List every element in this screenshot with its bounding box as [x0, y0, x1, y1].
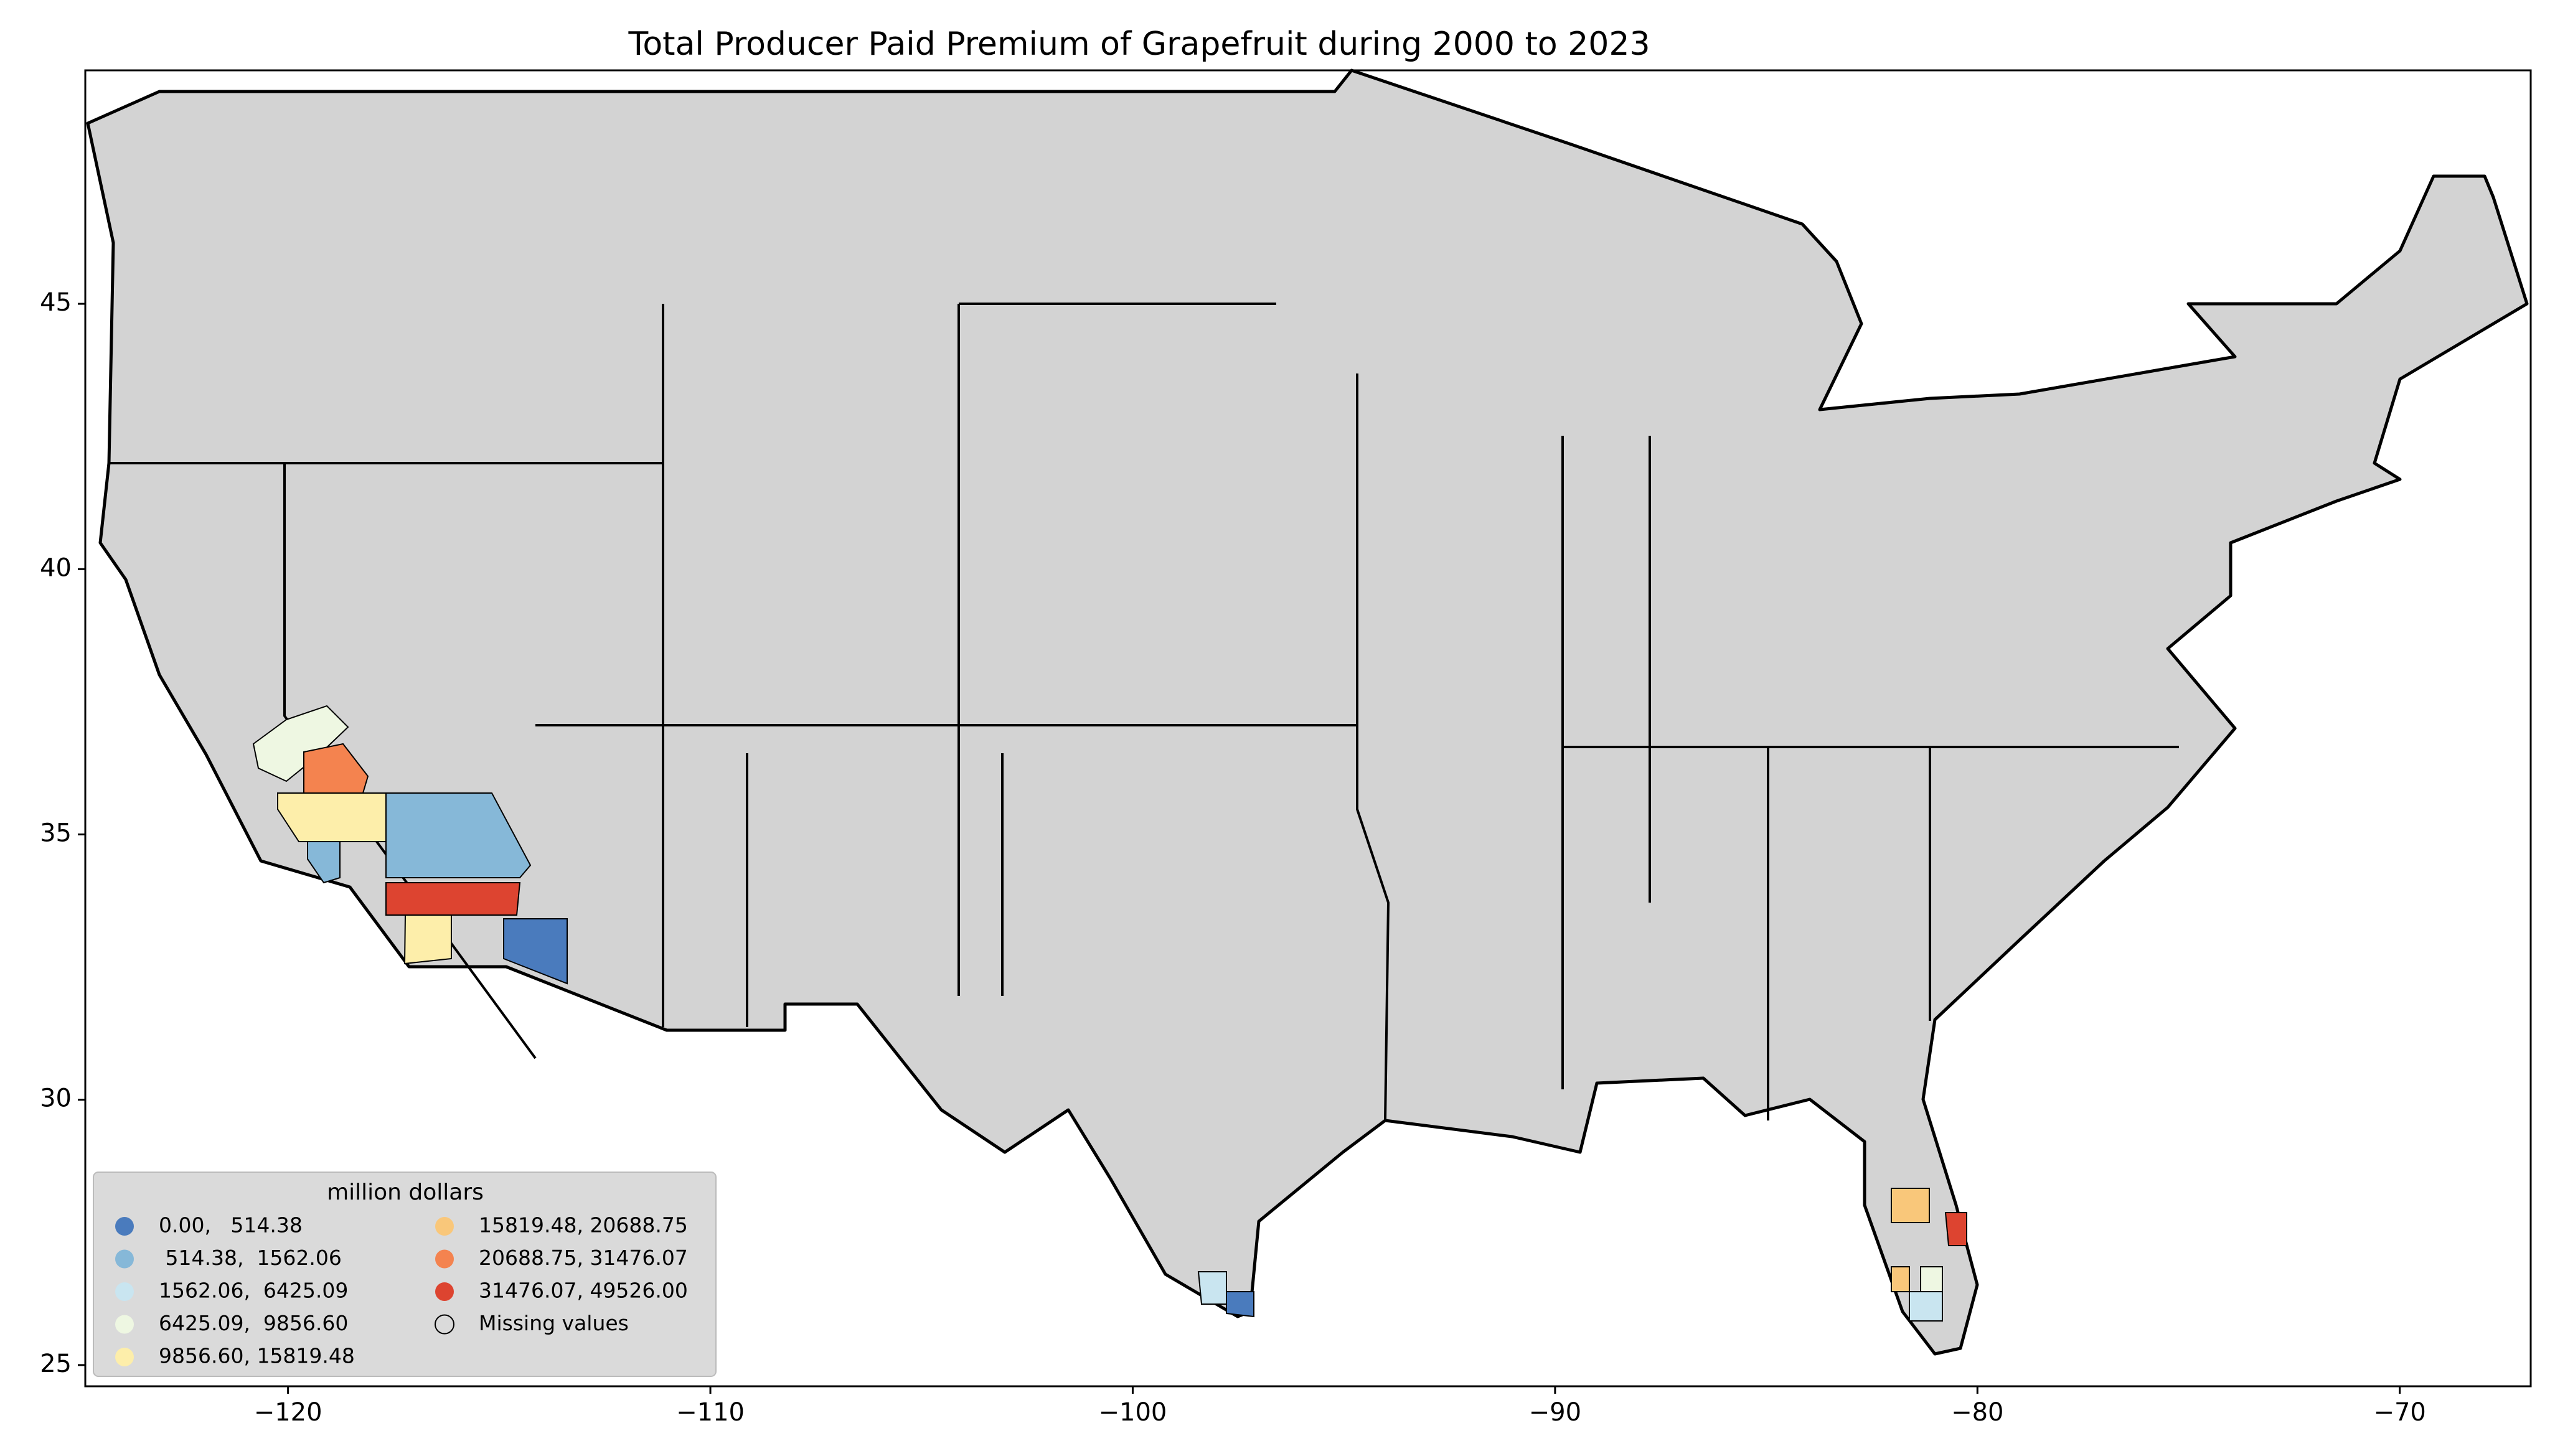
- county: [1909, 1291, 1943, 1322]
- x-tick-label: −70: [2373, 1398, 2425, 1427]
- legend-label: 1562.06, 6425.09: [159, 1279, 348, 1303]
- legend-marker: [115, 1217, 134, 1236]
- county: [385, 792, 532, 878]
- legend-marker: [115, 1282, 134, 1301]
- x-tick-label: −100: [1099, 1398, 1167, 1427]
- legend-marker: [435, 1314, 454, 1335]
- legend-marker: [435, 1282, 454, 1301]
- county: [385, 882, 521, 916]
- x-tick-label: −80: [1951, 1398, 2003, 1427]
- legend: million dollars 0.00, 514.38 514.38, 1562…: [93, 1172, 717, 1377]
- county: [303, 743, 369, 794]
- legend-title: million dollars: [327, 1180, 484, 1205]
- legend-label: 15819.48, 20688.75: [479, 1213, 688, 1238]
- county: [1891, 1188, 1930, 1223]
- county: [403, 914, 452, 965]
- x-tick-label: −90: [1529, 1398, 1581, 1427]
- legend-label: Missing values: [479, 1311, 629, 1335]
- legend-label: 20688.75, 31476.07: [479, 1246, 688, 1270]
- county: [252, 705, 349, 782]
- county: [1920, 1266, 1943, 1292]
- x-tick-label: −120: [254, 1398, 322, 1427]
- legend-marker: [435, 1249, 454, 1269]
- county: [307, 841, 341, 884]
- chart-title: Total Producer Paid Premium of Grapefrui…: [628, 26, 1650, 63]
- legend-marker: [115, 1348, 134, 1366]
- legend-box: [93, 1172, 717, 1377]
- legend-marker: [115, 1315, 134, 1334]
- axes-frame: [84, 69, 2532, 1388]
- legend-label: 0.00, 514.38: [159, 1213, 303, 1238]
- y-tick-label: 35: [40, 819, 72, 847]
- legend-label: 9856.60, 15819.48: [159, 1344, 355, 1368]
- county: [1226, 1291, 1254, 1318]
- legend-marker: [115, 1249, 134, 1269]
- y-tick-label: 45: [40, 288, 72, 317]
- y-tick-label: 40: [40, 553, 72, 582]
- legend-label: 31476.07, 49526.00: [479, 1279, 688, 1303]
- y-tick-label: 30: [40, 1084, 72, 1113]
- county: [503, 918, 568, 985]
- state-borders: [109, 303, 2179, 1121]
- x-tick-label: −110: [676, 1398, 745, 1427]
- us-outline: [86, 68, 2529, 1356]
- legend-label: 514.38, 1562.06: [159, 1246, 342, 1270]
- map: [86, 68, 2529, 1356]
- legend-marker: [435, 1217, 454, 1236]
- county: [277, 792, 387, 842]
- y-tick-label: 25: [40, 1350, 72, 1378]
- county: [1944, 1212, 1967, 1246]
- county: [1197, 1271, 1227, 1305]
- legend-label: 6425.09, 9856.60: [159, 1311, 348, 1335]
- county: [1891, 1266, 1910, 1292]
